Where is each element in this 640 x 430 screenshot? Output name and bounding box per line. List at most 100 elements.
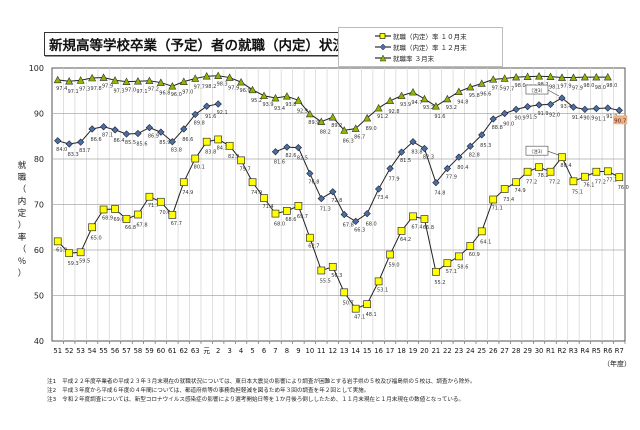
data-label: 71.4 [262, 204, 273, 210]
data-point: 85.3 [478, 131, 491, 149]
data-point: 77.9 [386, 164, 400, 183]
x-tick-label: 12 [328, 347, 337, 355]
data-point: 57.1 [443, 259, 457, 275]
data-label: 97.2 [148, 87, 159, 93]
data-label: 62.7 [308, 244, 319, 250]
x-tick-label: 25 [477, 347, 486, 355]
data-point: 97.1 [65, 77, 79, 95]
data-point: 77.9 [443, 164, 457, 181]
data-point: 76.1 [581, 172, 594, 189]
y-tick-label: 70 [34, 201, 44, 210]
data-label: 74.9 [515, 188, 526, 194]
footnote-2: 注2 平成３年度から平成６年度の４年間については、都道府県等の事務負担軽減を図るた… [47, 388, 370, 394]
data-point: 97.1 [133, 77, 148, 95]
data-label: 84.3 [217, 145, 228, 151]
data-label: 96.9 [240, 88, 251, 94]
data-label: 47.1 [354, 315, 365, 321]
data-label: 71.1 [492, 205, 503, 211]
data-point: 97.9 [99, 73, 113, 90]
x-tick-label: 51 [53, 347, 62, 355]
data-label: 73.4 [377, 195, 388, 201]
data-point: 96.6 [477, 79, 491, 97]
data-label: 85.5 [125, 140, 136, 146]
data-label: 61.9 [56, 247, 67, 253]
x-tick-label: 8 [285, 347, 289, 355]
x-tick-label: 58 [134, 347, 143, 355]
data-point: 71.7 [145, 192, 159, 209]
data-label: 75.1 [572, 189, 583, 195]
data-point: 82.3 [420, 144, 434, 161]
y-axis-label: 職 [18, 173, 27, 183]
y-axis-label: 内 [18, 196, 27, 207]
legend-item-mar: 就職率 ３月末 [375, 53, 434, 63]
data-point: 98.0 [580, 72, 594, 89]
x-tick-label: 56 [111, 347, 120, 355]
data-point: 95.8 [466, 82, 480, 99]
data-label: 97.7 [194, 84, 205, 90]
data-label: 97.1 [68, 89, 79, 95]
data-label: 82.3 [423, 155, 434, 161]
data-point: 68.9 [99, 205, 113, 222]
data-label: 67.7 [171, 221, 182, 227]
x-tick-label: 18 [397, 347, 406, 355]
data-point: 69.0 [111, 205, 125, 223]
y-tick-label: 90 [34, 110, 44, 119]
data-point: 93.9 [260, 91, 274, 108]
x-tick-label: 16 [374, 347, 383, 355]
x-tick-label: 29 [523, 347, 532, 355]
x-tick-label: 57 [122, 347, 131, 355]
data-point: 76.8 [306, 169, 319, 186]
data-point: 71.4 [260, 194, 274, 210]
x-tick-label: R6 [603, 347, 612, 355]
x-tick-label: 61 [168, 347, 177, 355]
x-tick-label: 14 [351, 347, 360, 355]
data-point: 53.1 [374, 277, 388, 293]
data-label: 97.3 [113, 88, 124, 94]
data-label: 91.6 [434, 114, 445, 120]
data-label: 89.8 [194, 120, 205, 126]
y-axis-label: 就 [18, 160, 27, 171]
data-point: 64.1 [477, 227, 491, 245]
data-point: 77.2 [546, 167, 560, 186]
data-label: 93.2 [423, 105, 434, 111]
y-tick-label: 80 [34, 155, 44, 164]
data-label: 89.2 [331, 123, 342, 129]
data-label: 94.7 [411, 100, 422, 106]
data-label: 90.9 [583, 115, 594, 121]
data-label: 87.1 [102, 133, 113, 139]
data-label: 79.7 [240, 166, 251, 172]
data-label: 93.4 [560, 104, 571, 110]
data-label: 67.8 [343, 223, 354, 229]
data-point: 97.9 [225, 73, 239, 92]
legend-label: 就職（内定）率 １０月末 [393, 33, 467, 41]
data-point: 97.3 [76, 76, 90, 92]
data-point: 83.7 [77, 138, 90, 154]
data-point: 86.9 [145, 123, 159, 140]
data-point: 91.2 [604, 104, 617, 120]
data-label: 68.6 [285, 217, 296, 223]
data-point: 97.3 [111, 76, 125, 94]
data-label: 56.3 [331, 273, 342, 279]
data-point: 50.7 [340, 288, 354, 306]
legend-label: 就職率 ３月末 [393, 55, 435, 63]
data-point: 72.8 [329, 188, 342, 204]
data-point: 98.0 [592, 72, 606, 91]
data-point: 79.7 [237, 156, 251, 172]
x-tick-label: 4 [239, 347, 243, 355]
data-point: 60.9 [466, 242, 480, 258]
y-tick-label: 100 [29, 64, 44, 73]
data-label: 86.9 [148, 134, 159, 140]
highlight-label-bg [613, 115, 628, 125]
data-point: 73.4 [374, 185, 388, 201]
data-label: 77.9 [388, 177, 399, 183]
data-point: 77.2 [592, 167, 606, 186]
data-point: 90.9 [581, 105, 594, 121]
x-tick-label: 62 [179, 347, 188, 355]
data-point: 74.8 [432, 179, 445, 197]
data-label: 89.9 [308, 120, 319, 126]
data-label: 95.2 [251, 98, 262, 104]
data-point: 89.2 [328, 113, 342, 129]
data-label: 59.3 [68, 261, 79, 267]
data-label: 66.3 [354, 227, 365, 233]
